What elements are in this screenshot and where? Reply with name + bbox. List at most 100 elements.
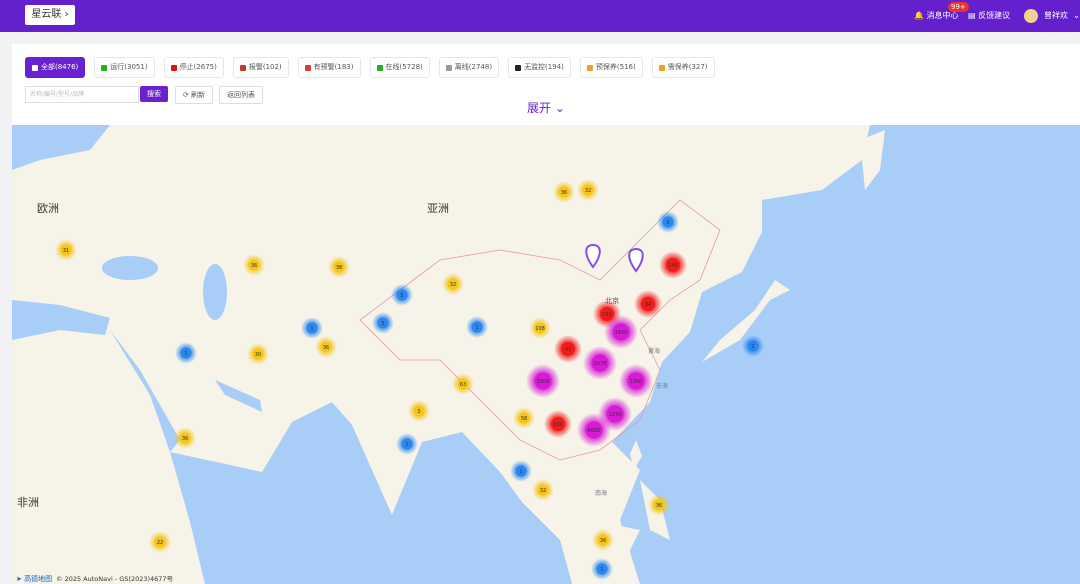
- cluster-marker[interactable]: 108: [529, 317, 551, 339]
- cluster-marker[interactable]: 5: [657, 211, 679, 233]
- attribution: © 2025 AutoNavi - GS(2023)4677号: [56, 575, 174, 583]
- map-label: 东海: [656, 382, 668, 390]
- marker-core: [612, 323, 630, 341]
- cluster-marker[interactable]: 1: [396, 433, 418, 455]
- marker-core: [582, 184, 594, 196]
- filter-label: 无监控(194): [524, 63, 564, 71]
- marker-count: 3: [417, 409, 420, 415]
- filter-panel: 全部(8476) 运行(3051) 停止(2675) 报警(102) 有预警(183) 在…: [12, 44, 1080, 126]
- marker-count: 5: [400, 293, 403, 299]
- cluster-marker[interactable]: 1: [175, 342, 197, 364]
- cluster-marker[interactable]: 31: [55, 239, 77, 261]
- cluster-marker[interactable]: 47: [554, 335, 582, 363]
- filter-label: 报警(102): [248, 63, 282, 71]
- pin: [628, 247, 644, 273]
- taiwan: [630, 440, 642, 470]
- marker-core: [551, 417, 565, 431]
- filter-button[interactable]: 在线(5728): [369, 57, 430, 78]
- cluster-marker[interactable]: 32: [532, 479, 554, 501]
- user[interactable]: 曾祥欢 ⌄: [1044, 11, 1080, 20]
- marker-core: [154, 536, 166, 548]
- cluster-marker[interactable]: 1: [510, 460, 532, 482]
- cluster-marker[interactable]: 1360: [619, 364, 653, 398]
- marker-count: 30: [255, 352, 261, 358]
- cluster-marker[interactable]: 32: [442, 273, 464, 295]
- marker-core: [606, 405, 624, 423]
- cluster-marker[interactable]: 32: [577, 179, 599, 201]
- filter-button[interactable]: 报警(102): [232, 57, 289, 78]
- brand-button[interactable]: 星云联 ›: [25, 5, 75, 25]
- avatar: [1024, 9, 1038, 23]
- marker-core: [666, 258, 680, 272]
- cluster-marker[interactable]: 1508: [526, 364, 560, 398]
- filter-icon: [32, 64, 38, 71]
- cluster-marker[interactable]: 4682: [577, 413, 611, 447]
- map-label: 北京: [605, 296, 619, 305]
- cluster-marker[interactable]: 30: [247, 343, 269, 365]
- search-button[interactable]: 搜索: [140, 86, 168, 102]
- cluster-marker[interactable]: 63: [452, 373, 474, 395]
- china-border: [359, 199, 721, 461]
- filter-button[interactable]: 无监控(194): [508, 57, 571, 78]
- cluster-marker[interactable]: 1: [466, 316, 488, 338]
- filter-button[interactable]: 运行(3051): [94, 57, 155, 78]
- marker-count: 36: [656, 503, 662, 509]
- cluster-marker[interactable]: 36: [592, 529, 614, 551]
- notifications[interactable]: 🔔 消息中心: [914, 11, 959, 20]
- filter-label: 预保养(516): [595, 63, 636, 71]
- expand-button[interactable]: 展开 ⌄: [527, 101, 565, 115]
- marker-count: 1455: [615, 330, 628, 336]
- marker-count: 36: [600, 538, 606, 544]
- marker-core: [447, 278, 459, 290]
- filter-icon: [101, 64, 108, 71]
- marker-count: 31: [63, 248, 69, 254]
- feedback[interactable]: ▤ 反馈建议: [968, 11, 1011, 20]
- filter-button[interactable]: 有预警(183): [297, 57, 361, 78]
- filter-button[interactable]: 离线(2748): [438, 57, 500, 78]
- cluster-marker[interactable]: 1: [301, 317, 323, 339]
- filter-icon: [586, 64, 593, 71]
- cluster-marker[interactable]: 36: [648, 494, 670, 516]
- marker-count: 2: [751, 344, 754, 350]
- brand: 星云联: [31, 9, 62, 20]
- filter-button[interactable]: 需保养(327): [651, 57, 715, 78]
- marker-count: 108: [535, 326, 545, 332]
- cluster-marker[interactable]: 36: [553, 181, 575, 203]
- expand-label: 展开: [527, 101, 552, 115]
- cluster-marker[interactable]: 36: [174, 427, 196, 449]
- marker-core: [179, 432, 191, 444]
- cluster-marker[interactable]: 1455: [604, 315, 638, 349]
- cluster-marker[interactable]: 84: [634, 290, 662, 318]
- filter-icon: [304, 64, 311, 71]
- indian-ocean: [170, 402, 572, 584]
- cluster-marker[interactable]: 22: [149, 531, 171, 553]
- cluster-marker[interactable]: 100: [544, 410, 572, 438]
- marker-count: 32: [585, 188, 591, 194]
- map-label: 黄海: [648, 347, 660, 355]
- marker-core: [585, 421, 603, 439]
- cluster-marker[interactable]: 36: [315, 336, 337, 358]
- cluster-marker[interactable]: 2078: [583, 346, 617, 380]
- cluster-marker[interactable]: 5: [372, 312, 394, 334]
- cluster-marker[interactable]: 36: [243, 254, 265, 276]
- cluster-marker[interactable]: 5: [391, 284, 413, 306]
- filter-button[interactable]: 预保养(516): [579, 57, 643, 78]
- north-sea: [12, 125, 110, 170]
- marker-count: 1508: [537, 379, 550, 385]
- refresh-button[interactable]: ⟳ 刷新: [175, 86, 213, 104]
- black-sea: [102, 256, 158, 280]
- cluster-marker[interactable]: 1: [591, 558, 613, 580]
- marker-count: 4682: [588, 428, 601, 434]
- filter-button[interactable]: 停止(2675): [163, 57, 224, 78]
- marker-core: [653, 499, 665, 511]
- cluster-marker[interactable]: 38: [328, 256, 350, 278]
- search-input[interactable]: 名称/编号/型号/品牌: [25, 86, 139, 103]
- cluster-marker[interactable]: 3: [408, 400, 430, 422]
- cluster-marker[interactable]: 58: [513, 407, 535, 429]
- cluster-marker[interactable]: 2: [742, 335, 764, 357]
- filter-button[interactable]: 全部(8476): [25, 57, 86, 78]
- back-button[interactable]: 返回列表: [219, 86, 263, 104]
- cluster-marker[interactable]: 146: [659, 251, 687, 279]
- marker-count: 32: [450, 282, 456, 288]
- filter-label: 全部(8476): [41, 63, 79, 71]
